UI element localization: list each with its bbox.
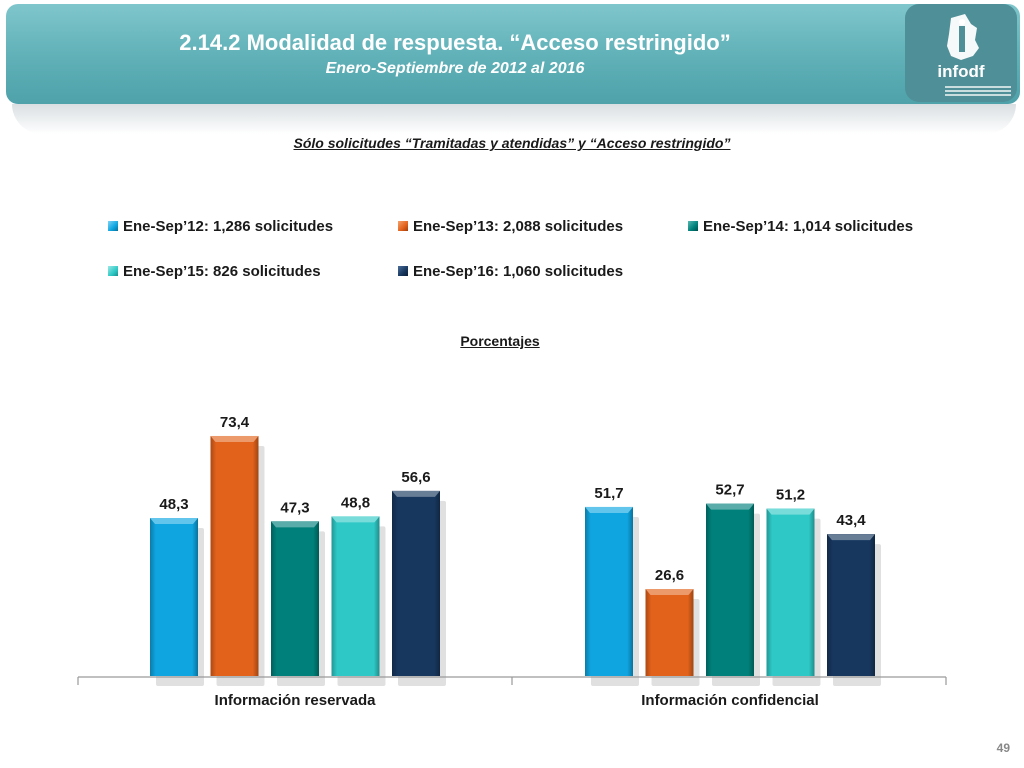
- legend-label-2015: Ene-Sep’15: 826 solicitudes: [123, 263, 321, 280]
- bar-bevel: [392, 490, 440, 497]
- data-label: 26,6: [655, 567, 684, 584]
- logo-caption-lines: [945, 86, 1011, 96]
- data-label: 51,2: [776, 487, 805, 504]
- data-label: 48,8: [341, 494, 370, 511]
- infodf-logo: infodf: [905, 4, 1017, 102]
- legend-swatch-2016: [398, 266, 408, 277]
- bar-bevel: [271, 521, 319, 528]
- bar-3-1: [766, 508, 815, 676]
- emblem-icon: [947, 14, 979, 60]
- bar-0-1: [585, 506, 633, 676]
- bar-1-0: [210, 435, 259, 676]
- data-label: 52,7: [715, 482, 744, 499]
- bar-4-1: [827, 534, 875, 676]
- legend-swatch-2015: [108, 266, 118, 277]
- legend-label-2012: Ene-Sep’12: 1,286 solicitudes: [123, 218, 334, 235]
- legend-label-2016: Ene-Sep’16: 1,060 solicitudes: [413, 263, 624, 280]
- category-label: Información reservada: [215, 692, 377, 709]
- data-label: 48,3: [159, 496, 188, 513]
- bar-4-0: [392, 490, 440, 676]
- slide-title: 2.14.2 Modalidad de respuesta. “Acceso r…: [179, 30, 731, 55]
- data-label: 51,7: [594, 485, 623, 502]
- bar-bevel: [585, 506, 633, 513]
- category-label: Información confidencial: [641, 692, 819, 709]
- legend-item-2013: Ene-Sep’13: 2,088 solicitudes: [398, 218, 623, 238]
- bar-bevel: [645, 589, 694, 596]
- header-shadow: [12, 104, 1016, 134]
- bar-1-1: [645, 589, 694, 676]
- bar-bevel: [706, 503, 754, 510]
- legend-label-2013: Ene-Sep’13: 2,088 solicitudes: [413, 218, 624, 235]
- legend-label-2014: Ene-Sep’14: 1,014 solicitudes: [703, 218, 914, 235]
- data-label: 43,4: [836, 512, 866, 529]
- bar-bevel: [210, 435, 259, 442]
- data-label: 47,3: [280, 499, 309, 516]
- bar-2-1: [706, 503, 754, 676]
- bar-bevel: [331, 516, 380, 523]
- legend-swatch-2012: [108, 221, 118, 232]
- bar-3-0: [331, 516, 380, 676]
- slide-subtitle: Enero-Septiembre de 2012 al 2016: [325, 60, 585, 77]
- data-label: 73,4: [220, 414, 250, 431]
- bar-bevel: [150, 518, 198, 525]
- legend-item-2012: Ene-Sep’12: 1,286 solicitudes: [108, 218, 333, 238]
- bar-2-0: [271, 521, 319, 676]
- legend-item-2015: Ene-Sep’15: 826 solicitudes: [108, 263, 321, 283]
- page-number: 49: [996, 741, 1010, 755]
- legend-item-2014: Ene-Sep’14: 1,014 solicitudes: [688, 218, 913, 238]
- legend-swatch-2014: [688, 221, 698, 232]
- data-label: 56,6: [401, 469, 430, 486]
- logo-text: infodf: [937, 62, 985, 81]
- legend-item-2016: Ene-Sep’16: 1,060 solicitudes: [398, 263, 623, 283]
- header-banner: [6, 4, 1020, 104]
- legend-swatch-2013: [398, 221, 408, 232]
- percent-label: Porcentajes: [460, 333, 540, 349]
- bar-bevel: [827, 534, 875, 541]
- bar-0-0: [150, 518, 198, 676]
- section-title: Sólo solicitudes “Tramitadas y atendidas…: [293, 135, 731, 151]
- bar-bevel: [766, 508, 815, 515]
